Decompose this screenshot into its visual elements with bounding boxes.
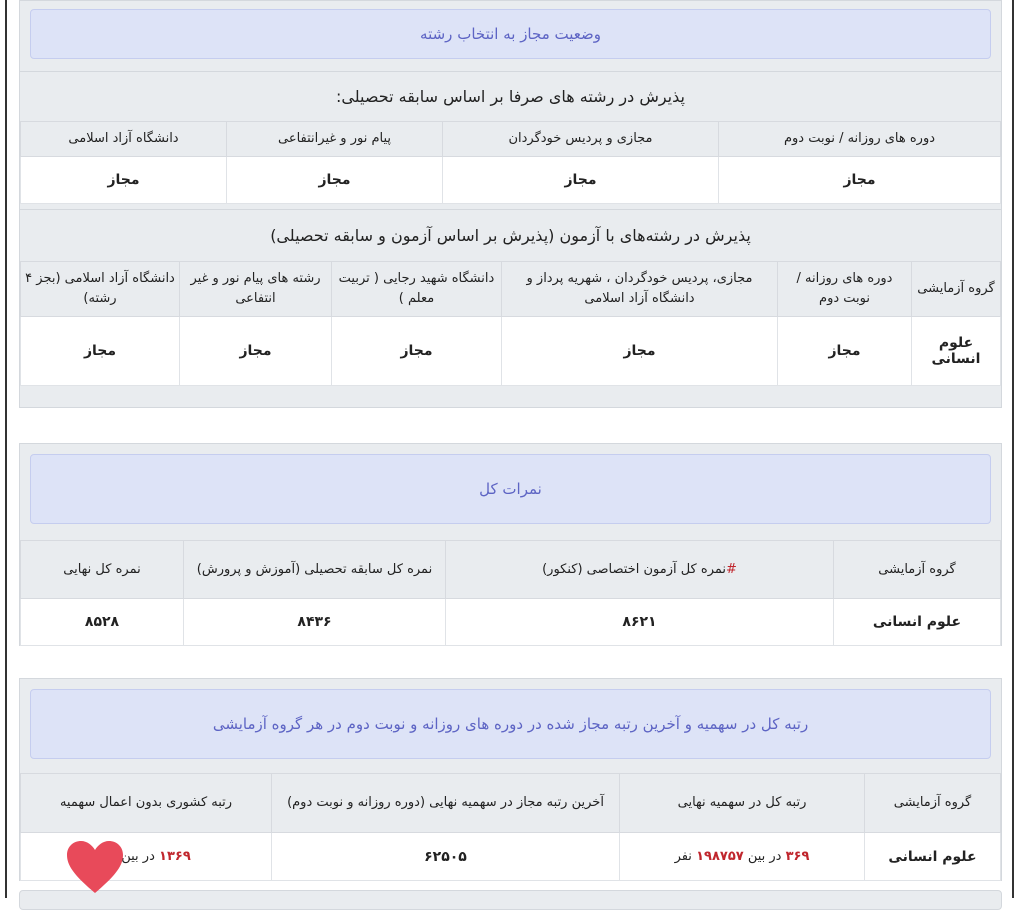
table-header: نمره کل نهایی [20,540,184,599]
table-cell: مجاز [20,156,227,204]
table-header: گروه آزمایشی [833,540,1001,599]
history-only-title: پذیرش در رشته های صرفا بر اساس سابقه تحص… [20,71,1001,121]
exam-based-title: پذیرش در رشته‌های با آزمون (پذیرش بر اسا… [20,209,1001,261]
table-cell: مجاز [442,156,719,204]
table-header: پیام نور و غیرانتفاعی [226,121,443,157]
rank-banner: رتبه کل در سهمیه و آخرین رتبه مجاز شده د… [30,689,991,759]
table-header: گروه آزمایشی [911,261,1001,317]
table-cell: علوم انسانی [833,598,1001,646]
heart-icon[interactable] [65,840,125,895]
table-header: رتبه کشوری بدون اعمال سهمیه [20,773,272,833]
next-panel [19,890,1002,910]
table-cell: مجاز [226,156,443,204]
rank-table: گروه آزمایشی رتبه کل در سهمیه نهایی آخری… [20,773,1001,881]
total-value: ۱۹۸۷۵۷ [696,849,744,864]
table-cell: مجاز [718,156,1001,204]
table-cell: ۸۵۲۸ [20,598,184,646]
table-header: دانشگاه آزاد اسلامی (بجز ۴ رشته) [20,261,180,317]
table-header: #نمره کل آزمون اختصاصی (کنکور) [445,540,834,599]
table-header: دانشگاه شهید رجایی ( تربیت معلم ) [331,261,502,317]
unit-label: نفر [674,849,692,864]
rank-value: ۱۳۶۹ [159,849,191,864]
table-header: مجازی، پردیس خودگردان ، شهریه پرداز و دا… [501,261,778,317]
table-cell: ۸۶۲۱ [445,598,834,646]
between-label: در بین [747,849,782,864]
table-cell: مجاز [20,316,180,386]
total-scores-banner: نمرات کل [30,454,991,524]
rank-national-cell: ۱۳۶۹ در بین ۱۷ [20,832,272,881]
header-label: نمره کل آزمون اختصاصی (کنکور) [542,561,726,577]
table-cell: علوم انسانی [864,832,1001,881]
table-header: گروه آزمایشی [864,773,1001,833]
table-header: مجازی و پردیس خودگردان [442,121,719,157]
admission-status-banner: وضعیت مجاز به انتخاب رشته [30,9,991,59]
rank-quota-cell: ۳۶۹ در بین ۱۹۸۷۵۷ نفر [619,832,865,881]
history-only-table: دوره های روزانه / نوبت دوم مجازی و پردیس… [20,121,1001,204]
total-scores-panel: نمرات کل گروه آزمایشی #نمره کل آزمون اخت… [19,443,1002,646]
table-header: دوره های روزانه / نوبت دوم [718,121,1001,157]
hash-mark: # [726,561,737,577]
table-header: رتبه کل در سهمیه نهایی [619,773,865,833]
total-scores-table: گروه آزمایشی #نمره کل آزمون اختصاصی (کنک… [20,540,1001,646]
table-cell: ۸۴۳۶ [183,598,446,646]
table-header: رشته های پیام نور و غیر انتفاعی [179,261,332,317]
table-header: آخرین رتبه مجاز در سهمیه نهایی (دوره روز… [271,773,620,833]
admission-status-panel: وضعیت مجاز به انتخاب رشته پذیرش در رشته … [19,0,1002,408]
table-header: دانشگاه آزاد اسلامی [20,121,227,157]
table-cell: مجاز [501,316,778,386]
table-header: نمره کل سابقه تحصیلی (آموزش و پرورش) [183,540,446,599]
table-cell: مجاز [179,316,332,386]
table-cell: مجاز [777,316,912,386]
rank-value: ۳۶۹ [785,849,810,864]
page-frame [5,0,1014,898]
between-label: در بین [121,849,155,864]
table-cell: ۶۲۵۰۵ [271,832,620,881]
table-cell: علوم انسانی [911,316,1001,386]
exam-based-table: گروه آزمایشی دوره های روزانه / نوبت دوم … [20,261,1001,386]
rank-panel: رتبه کل در سهمیه و آخرین رتبه مجاز شده د… [19,678,1002,881]
table-cell: مجاز [331,316,502,386]
table-header: دوره های روزانه / نوبت دوم [777,261,912,317]
